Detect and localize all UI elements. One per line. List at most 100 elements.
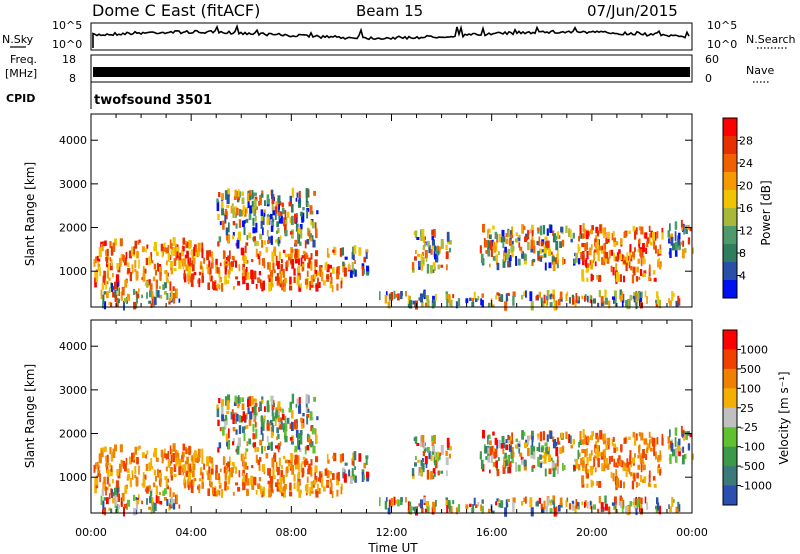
velocity-echo-cell — [504, 452, 507, 459]
velocity-echo-cell — [549, 457, 553, 461]
velocity-echo-cell — [197, 454, 201, 462]
velocity-echo-cell — [570, 435, 572, 444]
power-echo-cell — [648, 225, 651, 232]
power-echo-cell — [590, 273, 593, 282]
velocity-echo-cell — [655, 451, 657, 460]
velocity-echo-cell — [270, 476, 274, 483]
power-echo-cell — [149, 284, 152, 291]
velocity-echo-cell — [527, 447, 530, 457]
noise-right-tick-label: 10^0 — [707, 38, 737, 51]
power-echo-cell — [539, 225, 543, 236]
velocity-echo-cell — [432, 468, 436, 474]
power-echo-cell — [195, 247, 197, 253]
velocity-echo-cell — [507, 498, 510, 502]
power-echo-cell — [181, 250, 185, 257]
power-echo-cell — [500, 237, 504, 243]
velocity-echo-cell — [288, 407, 292, 413]
velocity-echo-cell — [634, 453, 636, 458]
velocity-echo-cell — [105, 497, 109, 505]
power-echo-cell — [301, 216, 304, 223]
power-echo-cell — [445, 251, 449, 260]
velocity-echo-cell — [301, 461, 304, 465]
power-echo-cell — [613, 237, 617, 244]
velocity-echo-cell — [412, 506, 416, 511]
noise-right-ticks: 10^510^0 — [707, 19, 737, 51]
velocity-echo-cell — [535, 501, 539, 507]
power-echo-cell — [209, 250, 211, 257]
power-echo-cell — [210, 251, 214, 258]
power-echo-cell — [263, 209, 266, 213]
velocity-echo-cell — [589, 500, 592, 505]
velocity-echo-cell — [521, 501, 524, 506]
power-echo-cell — [549, 224, 553, 233]
power-echo-cell — [222, 220, 225, 230]
power-echo-cell — [578, 246, 581, 251]
velocity-echo-cell — [493, 451, 497, 459]
velocity-echo-cell — [297, 440, 301, 450]
velocity-echo-cell — [549, 508, 553, 513]
power-echo-cell — [581, 251, 585, 255]
power-echo-cell — [97, 264, 101, 267]
power-echo-cell — [417, 253, 420, 257]
power-echo-cell — [186, 250, 189, 259]
power-echo-cell — [351, 262, 354, 271]
velocity-echo-cell — [125, 457, 128, 465]
velocity-echo-cell — [503, 456, 506, 466]
power-echo-cell — [305, 254, 309, 259]
velocity-echo-cell — [589, 501, 593, 510]
velocity-echo-cell — [552, 467, 556, 477]
power-echo-cell — [612, 230, 615, 236]
velocity-echo-cell — [590, 465, 594, 474]
velocity-echo-cell — [123, 503, 127, 509]
power-echo-cell — [559, 291, 563, 300]
velocity-echo-cell — [313, 479, 317, 485]
velocity-echo-cell — [276, 436, 278, 440]
velocity-echo-cell — [511, 432, 513, 442]
power-echo-cell — [254, 196, 258, 201]
velocity-echo-cell — [423, 496, 426, 504]
velocity-echo-cell — [262, 486, 265, 497]
power-echo-cell — [684, 225, 687, 229]
velocity-echo-cell — [95, 462, 97, 470]
velocity-echo-cell — [642, 479, 645, 483]
velocity-echo-cell — [184, 460, 187, 466]
power-echo-cell — [508, 257, 512, 268]
velocity-echo-cell — [268, 481, 271, 489]
velocity-echo-cell — [553, 502, 556, 509]
power-echo-cell — [226, 204, 230, 209]
power-echo-cell — [304, 279, 309, 285]
power-echo-cell — [562, 257, 564, 265]
velocity-echo-cell — [281, 492, 284, 497]
power-echo-cell — [208, 260, 211, 269]
velocity-echo-cell — [199, 471, 203, 476]
power-echo-cell — [189, 262, 192, 268]
velocity-echo-cell — [274, 418, 277, 426]
power-echo-cell — [533, 245, 536, 254]
velocity-echo-cell — [297, 437, 299, 446]
power-echo-cell — [634, 230, 637, 240]
velocity-echo-cell — [310, 425, 313, 432]
power-echo-cell — [216, 267, 219, 273]
velocity-echo-cell — [358, 453, 362, 462]
power-echo-cell — [227, 273, 231, 279]
velocity-echo-cell — [670, 442, 674, 452]
velocity-echo-cell — [438, 452, 441, 460]
power-echo-cell — [108, 287, 111, 293]
power-echo-cell — [530, 239, 534, 249]
velocity-echo-cell — [512, 451, 515, 458]
velocity-echo-cell — [388, 505, 391, 515]
velocity-echo-cell — [262, 433, 264, 442]
velocity-echo-cell — [241, 453, 245, 462]
velocity-echo-cell — [186, 456, 189, 465]
power-echo-cell — [317, 282, 321, 288]
velocity-echo-cell — [192, 463, 196, 471]
velocity-echo-cell — [691, 453, 694, 460]
power-echo-cell — [594, 242, 597, 249]
power-echo-cell — [596, 230, 600, 237]
velocity-echo-cell — [417, 459, 420, 463]
velocity-echo-cell — [495, 448, 498, 458]
velocity-echo-cell — [146, 487, 149, 494]
velocity-echo-cell — [505, 499, 508, 508]
velocity-echo-cell — [106, 470, 108, 474]
power-echo-cell — [658, 299, 662, 309]
